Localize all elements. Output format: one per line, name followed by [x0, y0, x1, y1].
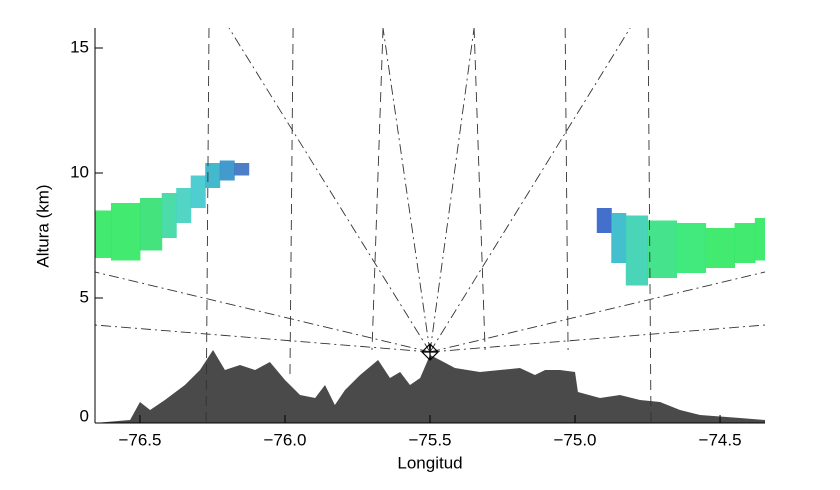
- echo: [190, 175, 206, 208]
- echo: [611, 213, 627, 263]
- echo: [596, 208, 612, 233]
- echo: [234, 163, 250, 176]
- x-tick-label: −75.5: [408, 430, 451, 449]
- echo: [110, 203, 141, 261]
- dashdot-lines: [429, 271, 765, 353]
- dashed-lines: [205, 28, 210, 423]
- echo: [754, 218, 765, 261]
- dashed-lines: [289, 28, 294, 381]
- dashdot-lines: [429, 324, 765, 353]
- dashdot-lines: [382, 28, 431, 353]
- dashed-lines: [473, 28, 486, 351]
- radar: [421, 343, 439, 361]
- y-tick-label: 15: [70, 37, 89, 56]
- x-axis-label: Longitud: [397, 453, 462, 472]
- echo: [625, 215, 649, 286]
- dashdot-lines: [95, 271, 431, 353]
- dashed-lines: [564, 28, 569, 351]
- echo: [161, 193, 177, 238]
- y-axis-label: Altura (km): [33, 184, 52, 267]
- echo: [95, 210, 112, 258]
- dashdot-lines: [429, 28, 475, 353]
- echo: [647, 220, 678, 278]
- echo: [139, 198, 163, 251]
- echo: [676, 223, 707, 273]
- dashdot-lines: [95, 324, 431, 353]
- y-tick-label: 0: [80, 406, 89, 425]
- x-tick-label: −76.5: [118, 430, 161, 449]
- dashdot-lines: [228, 28, 431, 353]
- terrain: [95, 350, 765, 423]
- y-tick-label: 5: [80, 287, 89, 306]
- x-tick-label: −74.5: [699, 430, 742, 449]
- dashdot-lines: [429, 28, 631, 353]
- echo: [705, 228, 736, 268]
- x-tick-label: −75.0: [554, 430, 597, 449]
- echo: [734, 223, 756, 263]
- echo: [176, 188, 192, 223]
- x-tick-label: −76.0: [263, 430, 306, 449]
- y-tick-label: 10: [70, 162, 89, 181]
- echo: [219, 160, 235, 181]
- dashed-lines: [647, 28, 652, 423]
- dashed-lines: [371, 28, 384, 351]
- plot-area: [95, 28, 765, 423]
- echo: [205, 163, 221, 188]
